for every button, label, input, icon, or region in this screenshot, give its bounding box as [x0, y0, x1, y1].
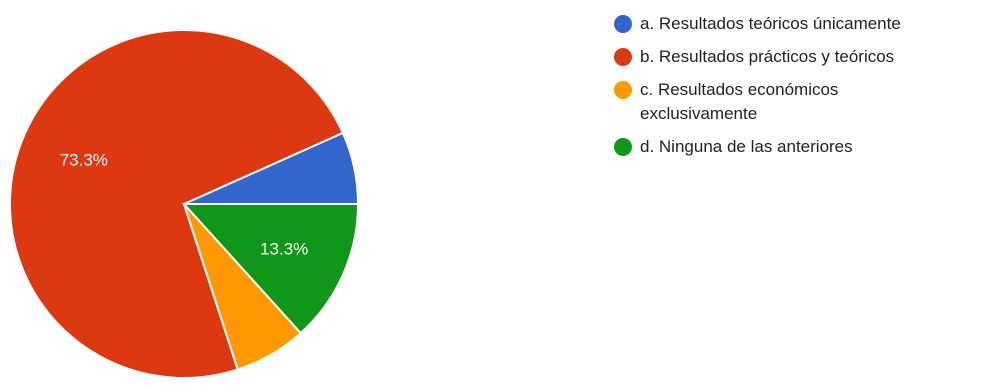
legend: a. Resultados teóricos únicamente b. Res… — [614, 12, 1003, 168]
legend-item-d[interactable]: d. Ninguna de las anteriores — [614, 135, 1003, 159]
data-label-b: 73.3% — [60, 151, 108, 170]
legend-label: d. Ninguna de las anteriores — [640, 137, 853, 156]
legend-item-c[interactable]: c. Resultados económicos exclusivamente — [614, 78, 1003, 126]
pie-data-labels: 73.3% 13.3% — [60, 151, 309, 259]
legend-label: b. Resultados prácticos y teóricos — [640, 47, 895, 66]
legend-label: c. Resultados económicos exclusivamente — [640, 80, 839, 123]
data-label-d: 13.3% — [260, 239, 308, 258]
pie-slice-b[interactable] — [9, 29, 345, 379]
pie-slices — [9, 29, 360, 379]
legend-label: a. Resultados teóricos únicamente — [640, 14, 901, 33]
legend-color-dot — [614, 81, 632, 99]
legend-color-dot — [614, 15, 632, 33]
legend-color-dot — [614, 138, 632, 156]
legend-item-b[interactable]: b. Resultados prácticos y teóricos — [614, 45, 1003, 69]
pie-chart: 73.3% 13.3% — [9, 29, 360, 379]
legend-color-dot — [614, 48, 632, 66]
legend-item-a[interactable]: a. Resultados teóricos únicamente — [614, 12, 1003, 36]
pie-slice-d[interactable] — [181, 203, 360, 335]
